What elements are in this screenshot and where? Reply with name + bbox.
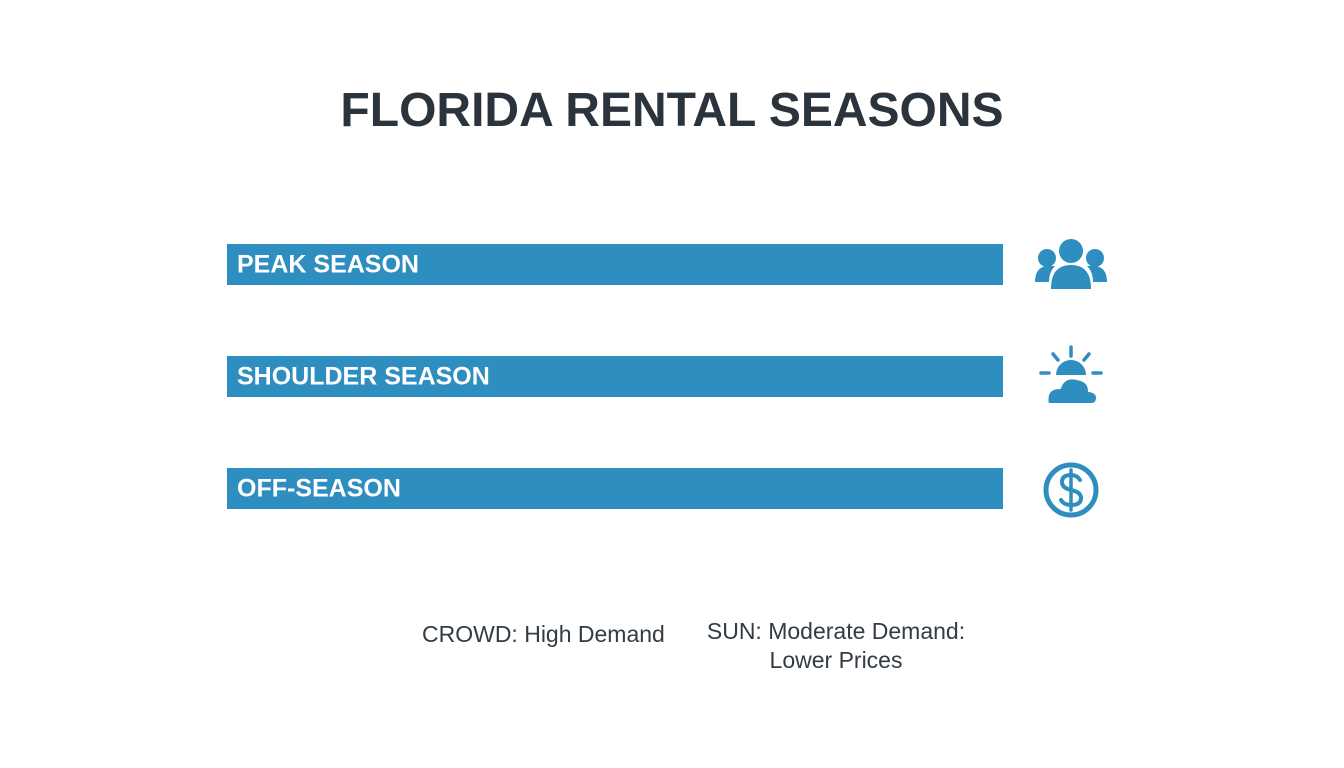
season-bar [227, 244, 1003, 285]
sun-icon [1039, 345, 1103, 405]
season-label: SHOULDER SEASON [237, 363, 490, 391]
season-bar [227, 468, 1003, 509]
legend-text: SUN: Moderate Demand: [707, 618, 965, 644]
dollar-icon [1043, 462, 1099, 518]
season-label: OFF-SEASON [237, 475, 401, 503]
season-label: PEAK SEASON [237, 251, 419, 279]
season-bar [227, 356, 1003, 397]
season-row: SHOULDER SEASON [227, 356, 1003, 397]
legend-text: CROWD: High Demand [422, 621, 665, 647]
title: FLORIDA RENTAL SEASONS [340, 84, 1003, 137]
season-row: PEAK SEASON [227, 244, 1003, 285]
legend-text: Lower Prices [770, 647, 903, 673]
crowd-icon [1035, 239, 1107, 289]
season-row: OFF-SEASON [227, 468, 1003, 509]
